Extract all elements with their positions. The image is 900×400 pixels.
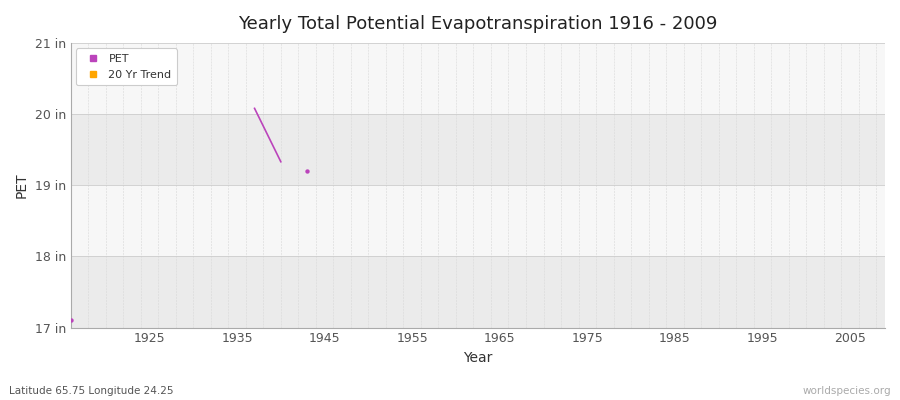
Bar xyxy=(71,114,885,185)
Legend: PET, 20 Yr Trend: PET, 20 Yr Trend xyxy=(76,48,177,85)
Text: Latitude 65.75 Longitude 24.25: Latitude 65.75 Longitude 24.25 xyxy=(9,386,174,396)
Bar xyxy=(71,256,885,328)
Point xyxy=(64,317,78,324)
Title: Yearly Total Potential Evapotranspiration 1916 - 2009: Yearly Total Potential Evapotranspiratio… xyxy=(238,15,717,33)
Y-axis label: PET: PET xyxy=(15,172,29,198)
X-axis label: Year: Year xyxy=(464,351,492,365)
Bar xyxy=(71,0,885,43)
Text: worldspecies.org: worldspecies.org xyxy=(803,386,891,396)
Bar xyxy=(71,185,885,256)
Bar xyxy=(71,43,885,114)
Point xyxy=(300,168,314,174)
